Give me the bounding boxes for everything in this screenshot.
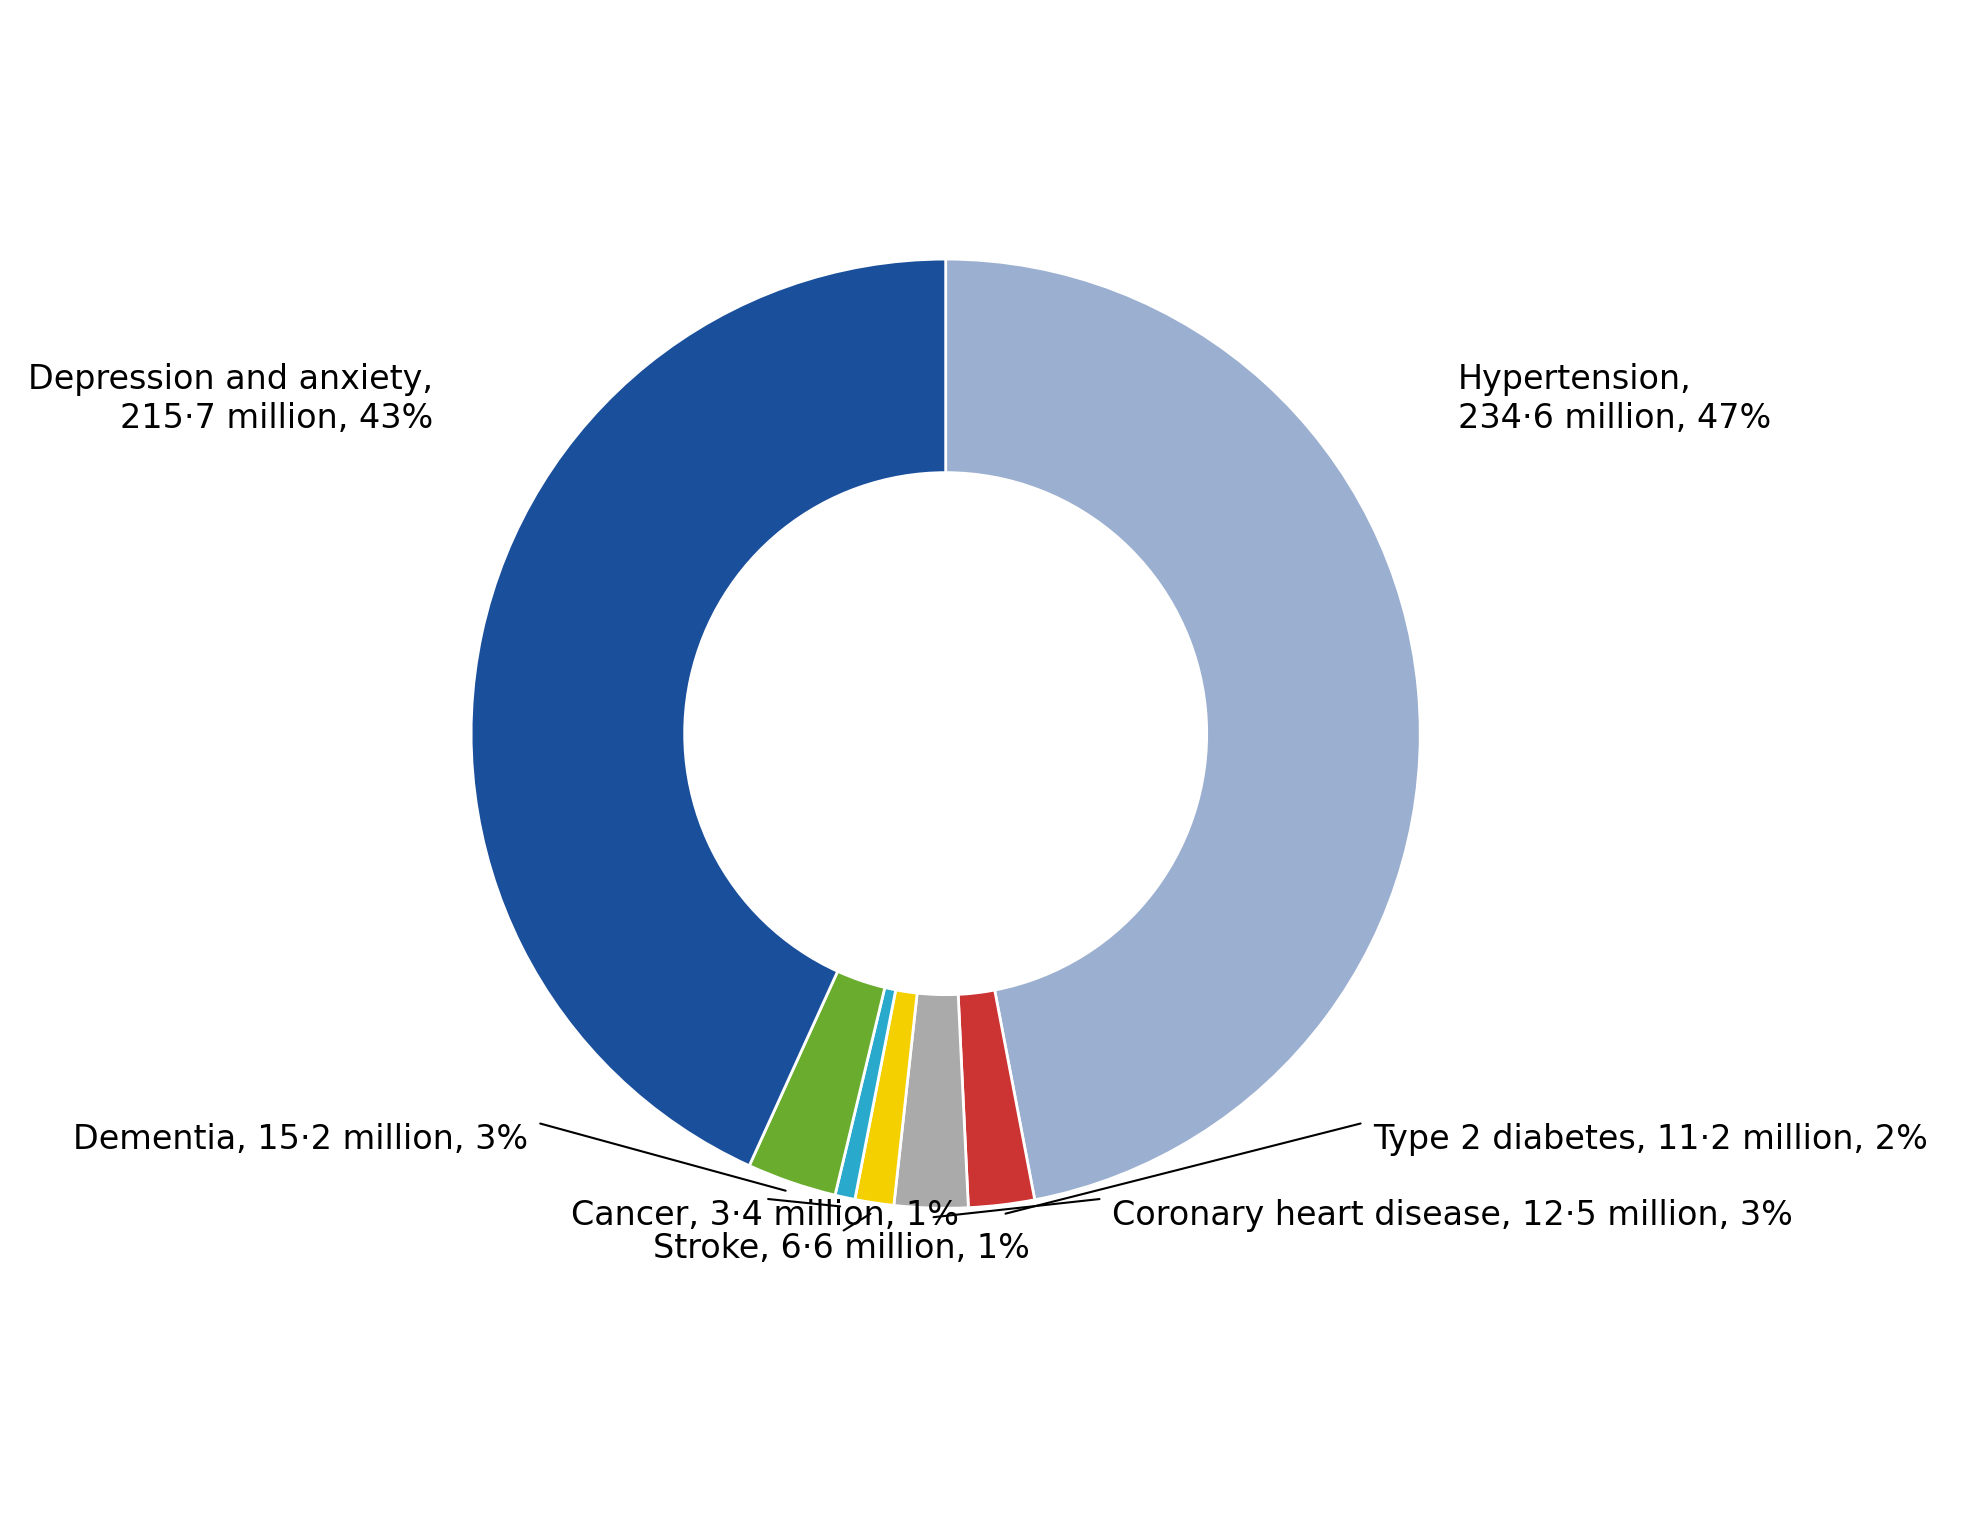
Text: Hypertension,
234·6 million, 47%: Hypertension, 234·6 million, 47% [1459,364,1771,434]
Wedge shape [834,988,895,1199]
Wedge shape [471,258,946,1165]
Text: Type 2 diabetes, 11·2 million, 2%: Type 2 diabetes, 11·2 million, 2% [1372,1122,1928,1156]
Text: Stroke, 6·6 million, 1%: Stroke, 6·6 million, 1% [654,1232,1031,1264]
Wedge shape [854,989,917,1205]
Text: Dementia, 15·2 million, 3%: Dementia, 15·2 million, 3% [73,1122,528,1156]
Text: Cancer, 3·4 million, 1%: Cancer, 3·4 million, 1% [571,1199,960,1232]
Wedge shape [946,258,1421,1200]
Text: Coronary heart disease, 12·5 million, 3%: Coronary heart disease, 12·5 million, 3% [1111,1199,1792,1232]
Text: Depression and anxiety,
215·7 million, 43%: Depression and anxiety, 215·7 million, 4… [27,364,434,434]
Wedge shape [750,971,885,1196]
Wedge shape [893,994,968,1208]
Wedge shape [958,991,1035,1208]
